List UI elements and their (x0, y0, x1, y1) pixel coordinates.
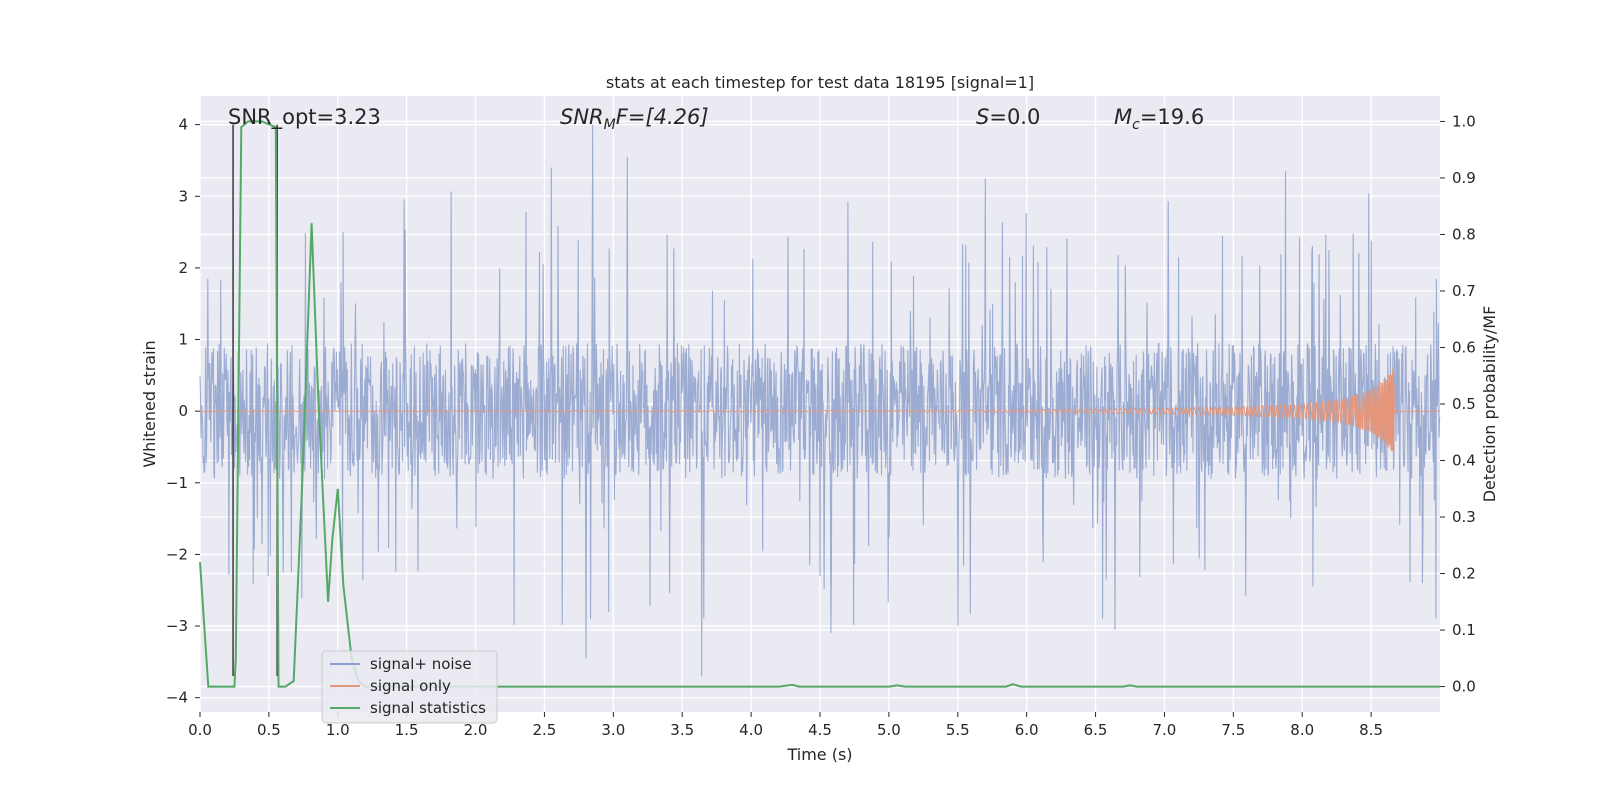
yl-tick-label-8: 4 (178, 116, 188, 134)
annotation-snr-mf-label: SNR (560, 105, 604, 129)
x-tick-label-17: 8.5 (1359, 721, 1383, 739)
x-tick-label-0: 0.0 (188, 721, 212, 739)
yr-tick-label-0: 0.0 (1452, 678, 1476, 696)
annotation-mc-tail: =19.6 (1140, 105, 1204, 129)
x-tick-label-6: 3.0 (601, 721, 625, 739)
x-tick-label-8: 4.0 (739, 721, 763, 739)
yr-tick-label-3: 0.3 (1452, 508, 1476, 526)
x-tick-label-14: 7.0 (1153, 721, 1177, 739)
yr-tick-label-8: 0.8 (1452, 225, 1476, 243)
yl-tick-label-2: −2 (166, 545, 188, 563)
yl-tick-label-0: −4 (166, 689, 188, 707)
annotation-s-tail: =0.0 (989, 105, 1040, 129)
chart-title: stats at each timestep for test data 181… (606, 73, 1034, 92)
yl-tick-label-1: −3 (166, 617, 188, 635)
x-axis-label: Time (s) (786, 745, 852, 764)
yl-tick-label-6: 2 (178, 259, 188, 277)
legend-label-signal-noise: signal+ noise (370, 655, 472, 673)
x-tick-label-7: 3.5 (670, 721, 694, 739)
y-axis-left-ticks: −4 −3 −2 −1 0 1 2 3 4 (166, 116, 200, 707)
x-tick-label-1: 0.5 (257, 721, 281, 739)
series-signal-noise (199, 124, 1441, 677)
series-signal-statistics (199, 120, 1440, 688)
yl-tick-label-3: −1 (166, 474, 188, 492)
y-axis-left-label: Whitened strain (140, 340, 159, 467)
yl-tick-label-7: 3 (178, 187, 188, 205)
annotation-mc: Mc=19.6 (1114, 105, 1204, 133)
yr-tick-label-5: 0.5 (1452, 395, 1476, 413)
x-tick-label-11: 5.5 (946, 721, 970, 739)
legend: signal+ noise signal only signal statist… (321, 650, 498, 724)
x-tick-label-3: 1.5 (395, 721, 419, 739)
y-axis-right-ticks: 0.0 0.1 0.2 0.3 0.4 0.5 0.6 0.7 0.8 0.9 1.0 (1440, 112, 1476, 696)
legend-label-signal-statistics: signal statistics (370, 699, 486, 717)
y-axis-right-label: Detection probability/MF (1480, 306, 1499, 503)
yl-tick-label-4: 0 (178, 402, 188, 420)
x-tick-label-5: 2.5 (533, 721, 557, 739)
x-tick-label-4: 2.0 (464, 721, 488, 739)
x-tick-label-12: 6.0 (1015, 721, 1039, 739)
x-tick-label-13: 6.5 (1084, 721, 1108, 739)
annotation-s: S=0.0 (976, 105, 1040, 129)
yr-tick-label-6: 0.6 (1452, 338, 1476, 356)
signal-statistics-line (199, 120, 1440, 688)
series-signal-only (200, 369, 1440, 452)
x-tick-label-2: 1.0 (326, 721, 350, 739)
legend-box (321, 650, 498, 724)
noise-line (199, 124, 1441, 677)
yr-tick-label-7: 0.7 (1452, 282, 1476, 300)
annotation-snr-mf-sub: M (604, 117, 616, 133)
x-tick-label-15: 7.5 (1221, 721, 1245, 739)
yr-tick-label-9: 0.9 (1452, 169, 1476, 187)
yr-tick-label-2: 0.2 (1452, 565, 1476, 583)
annotation-mc-sub: c (1132, 117, 1140, 133)
x-tick-label-9: 4.5 (808, 721, 832, 739)
annotation-snr-mf-tail: F=[4.26] (616, 105, 709, 129)
x-tick-label-16: 8.0 (1290, 721, 1314, 739)
yr-tick-label-1: 0.1 (1452, 621, 1476, 639)
yr-tick-label-10: 1.0 (1452, 112, 1476, 130)
x-axis-ticks: 0.0 0.5 1.0 1.5 2.0 2.5 3.0 3.5 4.0 4.5 5.0 5.5 6.0 6… (188, 712, 1383, 739)
legend-label-signal-only: signal only (370, 677, 451, 695)
signal-only-line (200, 369, 1440, 452)
x-tick-label-10: 5.0 (877, 721, 901, 739)
annotation-snr-opt: SNR_opt=3.23 (228, 105, 381, 130)
annotation-mc-label: M (1114, 105, 1132, 129)
annotation-s-label: S (976, 105, 989, 129)
yl-tick-label-5: 1 (178, 331, 188, 349)
yr-tick-label-4: 0.4 (1452, 452, 1476, 470)
annotation-snr-mf: SNRMF=[4.26] (560, 105, 709, 133)
